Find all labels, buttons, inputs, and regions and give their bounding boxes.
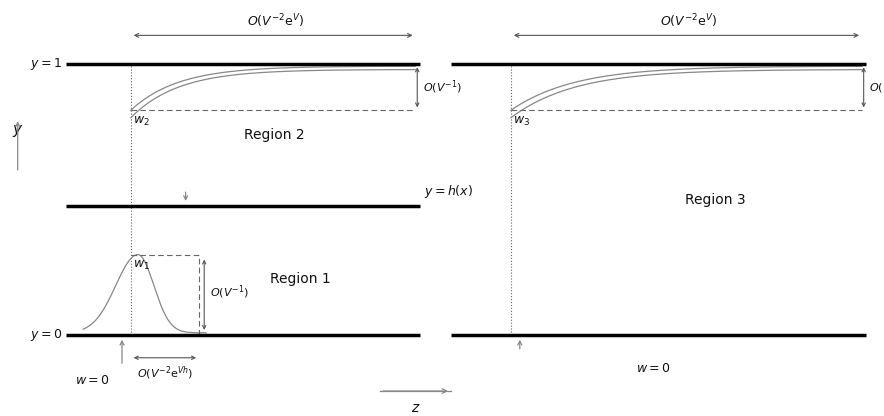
Text: $y=1$: $y=1$ [30, 57, 62, 72]
Text: $y=h(x)$: $y=h(x)$ [424, 183, 474, 200]
Text: $O(V^{-2}\mathrm{e}^{Vh})$: $O(V^{-2}\mathrm{e}^{Vh})$ [137, 364, 193, 381]
Text: Region 3: Region 3 [685, 193, 745, 207]
Text: $w_1$: $w_1$ [133, 259, 149, 272]
Text: $O(V^{-2}\mathrm{e}^{V})$: $O(V^{-2}\mathrm{e}^{V})$ [660, 13, 717, 30]
Text: $O(V^{-1})$: $O(V^{-1})$ [210, 284, 248, 302]
Text: Region 1: Region 1 [271, 272, 331, 286]
Text: Region 2: Region 2 [244, 128, 304, 142]
Text: $y=0$: $y=0$ [30, 327, 62, 343]
Text: $y$: $y$ [11, 123, 24, 139]
Text: $w=0$: $w=0$ [75, 374, 110, 387]
Text: $O(V^{-2}\mathrm{e}^{V})$: $O(V^{-2}\mathrm{e}^{V})$ [247, 13, 304, 30]
Text: $z$: $z$ [411, 401, 420, 416]
Text: $O(V^{-1})$: $O(V^{-1})$ [423, 79, 461, 96]
Text: $w_3$: $w_3$ [513, 114, 530, 127]
Text: $w=0$: $w=0$ [636, 362, 671, 375]
Text: $w_2$: $w_2$ [133, 114, 149, 127]
Text: $O(V^{-1})$: $O(V^{-1})$ [869, 79, 884, 96]
